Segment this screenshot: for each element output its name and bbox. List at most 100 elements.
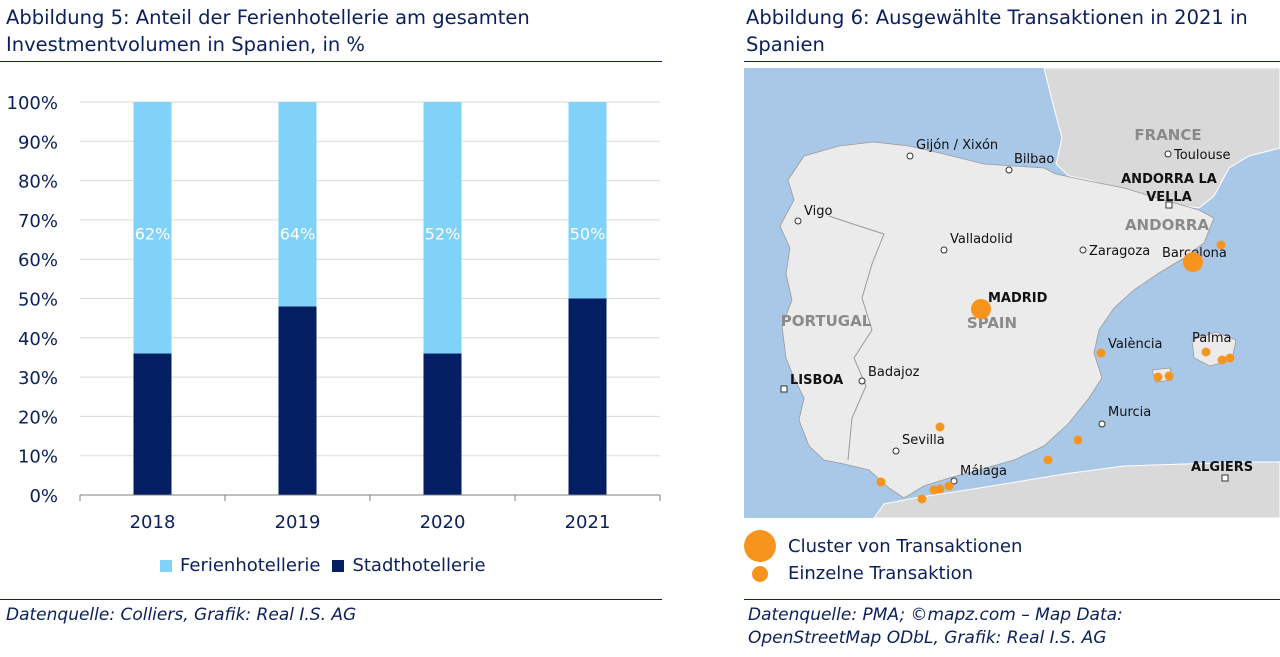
transaction-marker <box>1153 372 1163 382</box>
data-label: 52% <box>425 225 461 244</box>
chart-legend: Ferienhotellerie Stadthotellerie <box>160 555 486 576</box>
bar-segment-stadt <box>278 306 317 495</box>
transaction-marker <box>917 494 927 504</box>
city-gijon: Gijón / Xixón <box>916 138 998 153</box>
bar-chart: 62% 64% 52% 50% 0% 10% 20% 30% 40% 50% 60% 70% 80% 9… <box>7 93 661 533</box>
transaction-marker <box>1217 355 1227 365</box>
transaction-marker <box>1096 348 1106 358</box>
spain-map: FRANCE ANDORRA PORTUGAL SPAIN Gijón / Xi… <box>744 68 1280 518</box>
transaction-marker <box>876 477 886 487</box>
bar-segment-stadt <box>568 298 607 495</box>
bar-segment-stadt <box>133 353 172 495</box>
country-label-spain: SPAIN <box>967 314 1017 332</box>
city-marker <box>950 477 958 485</box>
cluster-marker-barcelona <box>1183 252 1203 272</box>
city-madrid: MADRID <box>988 291 1048 306</box>
city-andorra-la-vella-2: VELLA <box>1146 190 1192 205</box>
chart-title: Abbildung 5: Anteil der Ferienhotellerie… <box>6 6 530 56</box>
capital-marker <box>780 385 788 393</box>
city-lisboa: LISBOA <box>790 373 843 388</box>
bar-segment-ferien <box>423 102 462 354</box>
city-bilbao: Bilbao <box>1014 152 1054 167</box>
capital-marker <box>1165 201 1173 209</box>
bar-segment-stadt <box>423 353 462 495</box>
city-marker <box>1079 246 1087 254</box>
transaction-marker <box>1225 353 1235 363</box>
title-rule <box>0 61 662 62</box>
single-legend-label: Einzelne Transaktion <box>788 563 974 584</box>
x-tick-label: 2021 <box>565 512 611 533</box>
data-label: 64% <box>280 225 316 244</box>
city-andorra-la-vella: ANDORRA LA <box>1121 172 1217 187</box>
y-tick-label: 50% <box>18 290 58 311</box>
y-tick-label: 0% <box>29 486 58 507</box>
map-footer-rule <box>744 599 1280 600</box>
map-title: Abbildung 6: Ausgewählte Transaktionen i… <box>746 6 1248 56</box>
africa-land <box>873 461 1280 518</box>
city-murcia: Murcia <box>1108 405 1151 420</box>
city-marker <box>906 152 914 160</box>
city-marker <box>1005 166 1013 174</box>
map-source: Datenquelle: PMA; ©mapz.com – Map Data: … <box>748 605 1123 648</box>
iberia-land <box>779 141 1215 499</box>
y-tick-label: 70% <box>18 211 58 232</box>
map-panel: Abbildung 6: Ausgewählte Transaktionen i… <box>744 0 1280 657</box>
x-tick-label: 2019 <box>275 512 321 533</box>
cluster-legend-label: Cluster von Transaktionen <box>788 535 1023 557</box>
x-tick-label: 2020 <box>420 512 466 533</box>
chart-source: Datenquelle: Colliers, Grafik: Real I.S.… <box>6 605 357 625</box>
legend-swatch-stadt <box>332 559 345 572</box>
country-label-andorra: ANDORRA <box>1125 216 1209 234</box>
y-tick-label: 60% <box>18 250 58 271</box>
transaction-marker <box>1043 455 1053 465</box>
transaction-marker <box>935 484 945 494</box>
data-label: 50% <box>570 225 606 244</box>
city-vigo: Vigo <box>804 204 832 219</box>
cluster-legend-icon <box>744 530 776 562</box>
legend-label-ferien: Ferienhotellerie <box>180 555 321 576</box>
city-marker <box>1098 420 1106 428</box>
transaction-marker <box>1164 371 1174 381</box>
city-zaragoza: Zaragoza <box>1089 244 1150 259</box>
city-palma: Palma <box>1192 331 1231 346</box>
bar-segment-ferien <box>133 102 172 354</box>
y-tick-label: 40% <box>18 329 58 350</box>
city-valladolid: Valladolid <box>950 232 1013 247</box>
map-legend-single: Einzelne Transaktion <box>752 563 973 584</box>
map-legend-cluster: Cluster von Transaktionen <box>744 530 1022 562</box>
single-legend-icon <box>752 565 768 582</box>
data-label: 62% <box>135 225 171 244</box>
legend-swatch-ferien <box>160 559 172 572</box>
y-tick-label: 100% <box>7 93 58 114</box>
footer-rule <box>0 599 662 600</box>
y-tick-label: 20% <box>18 407 58 428</box>
y-tick-label: 10% <box>18 447 58 468</box>
x-tick-label: 2018 <box>130 512 176 533</box>
transaction-marker <box>935 422 945 432</box>
y-tick-label: 80% <box>18 172 58 193</box>
cluster-marker-madrid <box>971 299 991 319</box>
country-label-portugal: PORTUGAL <box>781 312 872 330</box>
bar-segment-ferien <box>568 102 607 299</box>
capital-marker <box>1221 474 1229 482</box>
bar-segment-ferien <box>278 102 317 307</box>
city-marker <box>1164 150 1172 158</box>
transaction-marker <box>1216 240 1226 250</box>
transaction-marker <box>1201 347 1211 357</box>
country-label-france: FRANCE <box>1134 126 1201 144</box>
chart-panel: Abbildung 5: Anteil der Ferienhotellerie… <box>0 6 662 625</box>
transaction-marker <box>944 481 954 491</box>
y-tick-label: 90% <box>18 132 58 153</box>
city-badajoz: Badajoz <box>868 365 920 380</box>
city-sevilla: Sevilla <box>902 433 945 448</box>
y-tick-label: 30% <box>18 368 58 389</box>
city-toulouse: Toulouse <box>1173 148 1231 163</box>
city-algiers: ALGIERS <box>1191 460 1253 475</box>
city-marker <box>940 246 948 254</box>
city-marker <box>858 377 866 385</box>
transaction-marker <box>1073 435 1083 445</box>
legend-label-stadt: Stadthotellerie <box>352 555 486 576</box>
portugal-border <box>828 215 885 461</box>
city-marker <box>892 447 900 455</box>
city-marker <box>794 217 802 225</box>
